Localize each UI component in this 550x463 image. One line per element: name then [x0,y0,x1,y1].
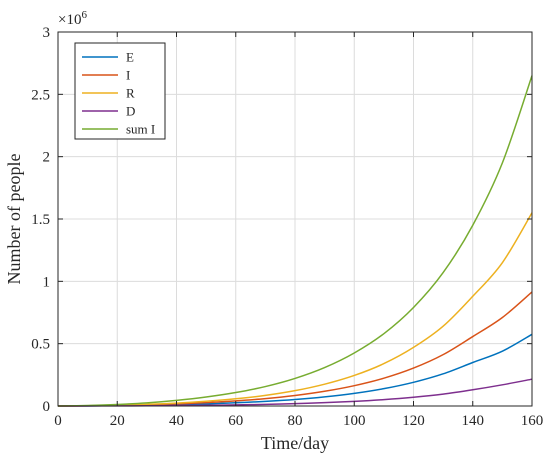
x-tick-label: 120 [402,413,425,429]
y-exponent-label: ×106 [58,9,87,28]
x-tick-label: 60 [228,413,243,429]
legend-label: D [126,104,135,119]
x-axis-label: Time/day [261,433,329,453]
series-line-sum-i [57,75,533,407]
y-tick-label: 1 [43,274,51,290]
y-tick-label: 0.5 [31,337,50,353]
y-axis-label: Number of people [4,154,24,285]
x-tick-label: 40 [169,413,184,429]
x-tick-label: 140 [462,413,485,429]
y-tick-label: 1.5 [31,212,50,228]
x-tick-label: 100 [343,413,366,429]
y-tick-label: 2.5 [31,87,50,103]
x-tick-label: 80 [288,413,303,429]
x-tick-label: 160 [521,413,544,429]
x-tick-label: 0 [54,413,62,429]
series-line-r [57,212,533,407]
y-tick-label: 3 [43,25,51,41]
legend-label: I [126,68,130,83]
y-tick-label: 2 [43,150,51,166]
y-exponent-power: 6 [81,9,87,21]
legend-label: E [126,50,134,65]
axis-ticks: 0 20 40 60 80 100 120 140 160 0 0.5 1 1.5 2 2.5 3 [31,25,543,429]
legend-label: R [126,86,135,101]
legend-label: sum I [126,122,155,137]
grid-lines [58,32,532,406]
legend-box [74,42,166,140]
x-tick-label: 20 [110,413,125,429]
y-tick-label: 0 [43,399,51,415]
